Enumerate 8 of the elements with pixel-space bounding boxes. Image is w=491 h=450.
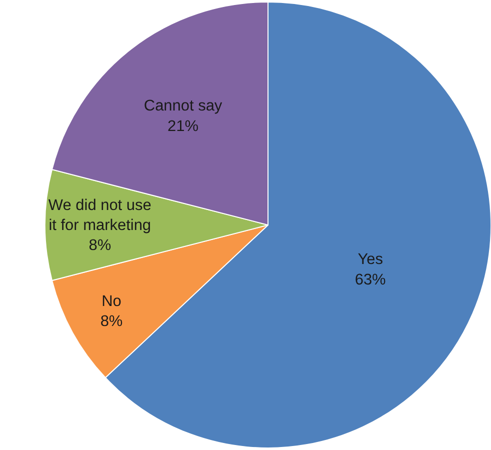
- slice-label: No: [102, 292, 122, 310]
- data-label: 8%: [88, 237, 112, 254]
- slice-label: Yes: [358, 251, 384, 268]
- slice-label: Cannot say: [144, 98, 222, 115]
- data-label: 21%: [168, 118, 199, 135]
- data-label: 8%: [100, 313, 123, 330]
- data-label: 63%: [354, 271, 386, 288]
- slice-label: We did not use it for marketing: [48, 196, 152, 234]
